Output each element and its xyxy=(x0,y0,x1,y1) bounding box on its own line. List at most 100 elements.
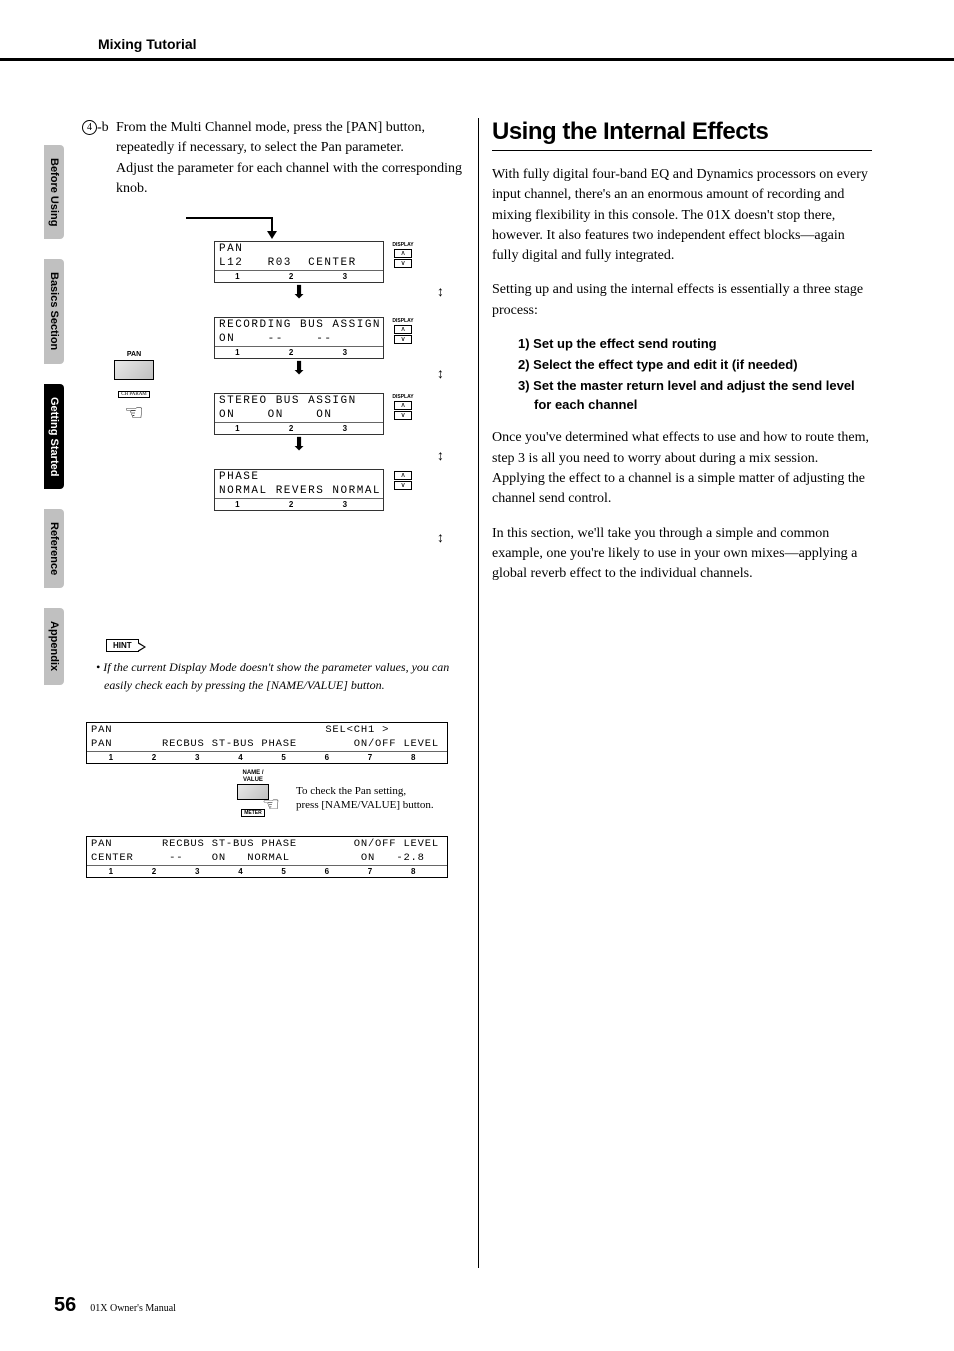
updown-arrow-icon: ↕ xyxy=(437,285,444,301)
body-paragraph: Setting up and using the internal effect… xyxy=(492,280,872,321)
ruler-tick: 5 xyxy=(281,753,285,762)
header-rule xyxy=(0,58,954,61)
display-label: DISPLAY xyxy=(388,394,418,400)
page-footer: 56 01X Owner's Manual xyxy=(54,1294,176,1317)
ruler-tick: 2 xyxy=(289,500,293,509)
sidebar-tab-basics-section[interactable]: Basics Section xyxy=(44,259,64,363)
ruler-tick: 1 xyxy=(109,867,113,876)
down-arrow-icon: ⬇ xyxy=(214,285,384,299)
ruler-tick: 6 xyxy=(325,867,329,876)
step-item: 1) Set up the effect send routing xyxy=(518,335,872,354)
lcd-ruler: 1 2 3 4 5 6 7 8 xyxy=(87,751,447,763)
body-paragraph: In this section, we'll take you through … xyxy=(492,524,872,585)
hint-text: • If the current Display Mode doesn't sh… xyxy=(96,659,462,694)
footer-text: 01X Owner's Manual xyxy=(90,1303,176,1314)
steps-list: 1) Set up the effect send routing 2) Sel… xyxy=(518,335,872,414)
lcd-line: PAN xyxy=(215,242,383,256)
lcd-diagram: PAN CH PARAM ☜ PAN L12 R03 CENTER 1 2 3 … xyxy=(106,223,436,613)
ruler-tick: 3 xyxy=(195,753,199,762)
lcd-ruler: 1 2 3 xyxy=(215,498,383,510)
hint-tag: HINT xyxy=(106,635,462,653)
hand-pointer-icon: ☜ xyxy=(262,792,280,817)
sidebar-tab-getting-started[interactable]: Getting Started xyxy=(44,384,64,489)
ruler-tick: 4 xyxy=(238,867,242,876)
pan-button-sublabel: CH PARAM xyxy=(118,391,150,398)
ruler-tick: 5 xyxy=(281,867,285,876)
lcd-screen-stbus: STEREO BUS ASSIGN ON ON ON 1 2 3 DISPLAY… xyxy=(214,393,384,435)
hand-pointer-icon: ☜ xyxy=(106,400,162,426)
down-arrow-icon: ⬇ xyxy=(214,437,384,451)
ruler-tick: 3 xyxy=(343,348,347,357)
lcd-line: STEREO BUS ASSIGN xyxy=(215,394,383,408)
lcd-screen-recbus: RECORDING BUS ASSIGN ON -- -- 1 2 3 DISP… xyxy=(214,317,384,359)
lcd-wide-2: PAN RECBUS ST-BUS PHASE ON/OFF LEVEL CEN… xyxy=(86,836,448,878)
ruler-tick: 2 xyxy=(152,753,156,762)
ruler-tick: 2 xyxy=(289,272,293,281)
lcd-line: L12 R03 CENTER xyxy=(215,256,383,270)
page-header-title: Mixing Tutorial xyxy=(98,36,197,52)
sidebar-tab-reference[interactable]: Reference xyxy=(44,509,64,588)
body-paragraph: With fully digital four-band EQ and Dyna… xyxy=(492,165,872,266)
ruler-tick: 2 xyxy=(152,867,156,876)
step-body-text-2: Adjust the parameter for each channel wi… xyxy=(116,161,462,196)
lcd-ruler: 1 2 3 xyxy=(215,270,383,282)
lcd-screen-phase: PHASE NORMAL REVERS NORMAL 1 2 3 ∧ ∨ xyxy=(214,469,384,511)
name-value-diagram: NAME / VALUE METER ☜ To check the Pan se… xyxy=(86,764,448,832)
ruler-tick: 7 xyxy=(368,753,372,762)
lcd-line: PAN RECBUS ST-BUS PHASE ON/OFF LEVEL xyxy=(87,737,447,751)
step-suffix: -b xyxy=(97,120,109,135)
ruler-tick: 1 xyxy=(235,424,239,433)
down-button-icon: ∨ xyxy=(394,481,412,490)
down-button-icon: ∨ xyxy=(394,259,412,268)
hint-label: HINT xyxy=(106,639,139,652)
lcd-ruler: 1 2 3 4 5 6 7 8 xyxy=(87,865,447,877)
sidebar-tab-appendix[interactable]: Appendix xyxy=(44,608,64,684)
lcd-side-controls: ∧ ∨ xyxy=(388,470,418,491)
updown-arrow-icon: ↕ xyxy=(437,449,444,465)
left-column: 4-b From the Multi Channel mode, press t… xyxy=(82,118,462,878)
lcd-side-controls: DISPLAY ∧ ∨ xyxy=(388,394,418,421)
step-item: 2) Select the effect type and edit it (i… xyxy=(518,356,872,375)
step-marker: 4-b xyxy=(82,118,112,199)
up-button-icon: ∧ xyxy=(394,401,412,410)
up-button-icon: ∧ xyxy=(394,325,412,334)
section-heading: Using the Internal Effects xyxy=(492,118,872,151)
ruler-tick: 6 xyxy=(325,753,329,762)
updown-arrow-icon: ↕ xyxy=(437,367,444,383)
pan-button-label: PAN xyxy=(106,351,162,358)
ruler-tick: 1 xyxy=(235,272,239,281)
hint-body: If the current Display Mode doesn't show… xyxy=(103,660,449,691)
sidebar-tab-before-using[interactable]: Before Using xyxy=(44,145,64,239)
page-number: 56 xyxy=(54,1294,76,1317)
lcd-line: CENTER -- ON NORMAL ON -2.8 xyxy=(87,851,447,865)
nv-label-1: NAME / xyxy=(234,770,272,777)
display-label: DISPLAY xyxy=(388,318,418,324)
column-divider xyxy=(478,118,479,1268)
nv-caption-line-2: press [NAME/VALUE] button. xyxy=(296,799,434,811)
step-4b: 4-b From the Multi Channel mode, press t… xyxy=(82,118,462,199)
step-item: 3) Set the master return level and adjus… xyxy=(518,377,872,415)
ruler-tick: 3 xyxy=(195,867,199,876)
updown-arrow-icon: ↕ xyxy=(437,531,444,547)
sidebar-tabs: Before Using Basics Section Getting Star… xyxy=(44,145,64,705)
ruler-tick: 8 xyxy=(411,753,415,762)
lcd-ruler: 1 2 3 xyxy=(215,346,383,358)
nv-caption: To check the Pan setting, press [NAME/VA… xyxy=(296,784,434,813)
up-button-icon: ∧ xyxy=(394,249,412,258)
ruler-tick: 3 xyxy=(343,500,347,509)
lcd-line: PAN SEL<CH1 > xyxy=(87,723,447,737)
lcd-screen-pan: PAN L12 R03 CENTER 1 2 3 DISPLAY ∧ ∨ xyxy=(214,241,384,283)
display-label: DISPLAY xyxy=(388,242,418,248)
circled-number-icon: 4 xyxy=(82,120,97,135)
ruler-tick: 2 xyxy=(289,348,293,357)
lcd-line: ON ON ON xyxy=(215,408,383,422)
ruler-tick: 1 xyxy=(235,500,239,509)
lcd-stack: PAN L12 R03 CENTER 1 2 3 DISPLAY ∧ ∨ ⬇ ↕… xyxy=(214,223,414,511)
ruler-tick: 7 xyxy=(368,867,372,876)
ruler-tick: 4 xyxy=(238,753,242,762)
pan-hardware-button: PAN CH PARAM ☜ xyxy=(106,351,162,426)
down-arrow-icon: ⬇ xyxy=(214,361,384,375)
step-body-text-1: From the Multi Channel mode, press the [… xyxy=(116,120,425,155)
ruler-tick: 8 xyxy=(411,867,415,876)
ruler-tick: 1 xyxy=(109,753,113,762)
